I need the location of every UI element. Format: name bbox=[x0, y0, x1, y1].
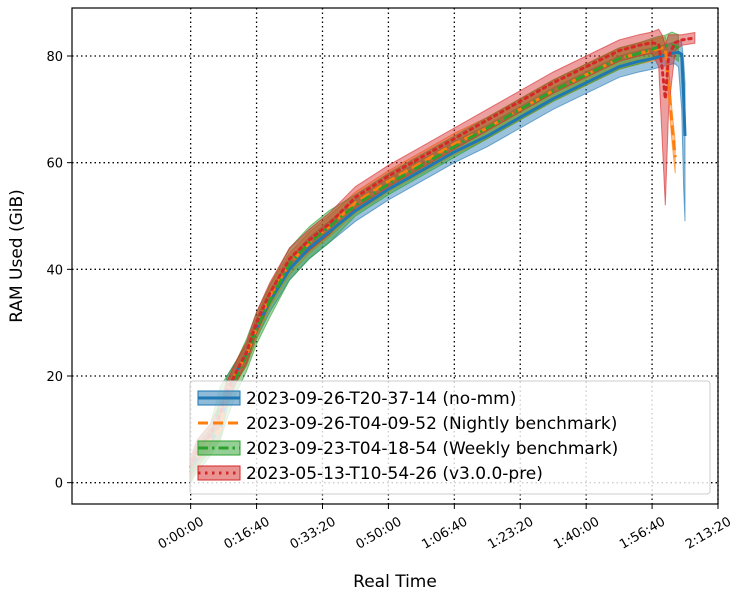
series-1-line bbox=[189, 46, 677, 473]
plot-frame bbox=[71, 7, 719, 505]
x-axis-label: Real Time bbox=[353, 572, 437, 592]
y-tick-label: 0 bbox=[55, 477, 63, 492]
y-axis-label: RAM Used (GiB) bbox=[7, 189, 27, 323]
legend-label-2: 2023-09-23-T04-18-54 (Weekly benchmark) bbox=[246, 439, 618, 459]
y-tick-label: 20 bbox=[46, 370, 63, 385]
legend-label-1: 2023-09-26-T04-09-52 (Nightly benchmark) bbox=[246, 414, 617, 434]
y-tick-label: 80 bbox=[46, 50, 63, 65]
y-tick-label: 40 bbox=[46, 263, 63, 278]
legend-label-3: 2023-05-13-T10-54-26 (v3.0.0-pre) bbox=[246, 464, 543, 484]
legend: 2023-09-26-T20-37-14 (no-mm) 2023-09-26-T… bbox=[189, 380, 711, 495]
y-axis: 0 20 40 60 80 bbox=[46, 50, 72, 492]
plot-area bbox=[189, 28, 697, 485]
y-tick-label: 60 bbox=[46, 157, 63, 172]
series-1-band bbox=[190, 36, 676, 483]
legend-box bbox=[189, 380, 711, 495]
legend-label-0: 2023-09-26-T20-37-14 (no-mm) bbox=[246, 389, 516, 409]
series-3-line bbox=[189, 36, 697, 469]
